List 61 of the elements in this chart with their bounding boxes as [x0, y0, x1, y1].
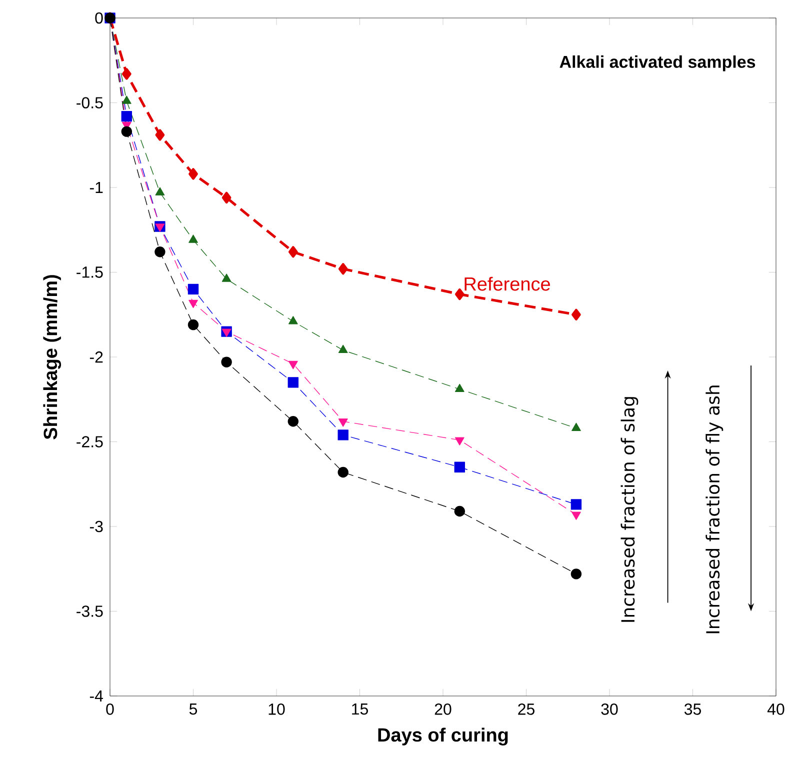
point [454, 384, 464, 392]
y-axis-title: Shrinkage (mm/m) [43, 275, 62, 440]
point [572, 512, 581, 520]
point [155, 224, 165, 232]
point [154, 246, 166, 258]
point [222, 192, 232, 204]
x-tick-label: 15 [352, 704, 368, 715]
annotation: Increased fraction of fly ash [706, 386, 724, 634]
point [155, 187, 165, 196]
point [570, 568, 582, 580]
point [121, 110, 132, 122]
point [454, 462, 465, 473]
point [188, 319, 199, 330]
y-tick-label: 0 [95, 12, 103, 24]
point [121, 126, 132, 137]
annotation: Increased fraction of slag [620, 397, 638, 622]
x-tick-label: 0 [106, 704, 114, 715]
point [454, 437, 464, 446]
x-tick-label: 10 [268, 704, 285, 715]
point [338, 344, 348, 354]
y-tick-label: -3.5 [76, 606, 103, 617]
point [338, 263, 348, 275]
point [155, 129, 165, 141]
x-tick-label: 40 [767, 704, 784, 715]
point [222, 274, 232, 282]
x-tick-label: 20 [434, 704, 452, 715]
y-tick-label: -4 [90, 690, 103, 702]
point [338, 430, 348, 440]
point [570, 499, 582, 510]
point [221, 356, 232, 368]
point [188, 168, 198, 180]
x-tick-label: 35 [684, 704, 701, 715]
point [188, 284, 199, 295]
y-tick-label: -0.5 [76, 97, 103, 108]
x-axis-title: Days of curing [378, 728, 508, 746]
series-label: Reference [464, 276, 550, 291]
point [122, 96, 132, 104]
point [572, 422, 581, 432]
y-tick-label: -1 [90, 182, 103, 193]
point [288, 360, 298, 370]
y-tick-label: -2.5 [76, 436, 103, 448]
point [288, 316, 298, 324]
y-tick-label: -2 [90, 351, 103, 363]
point [338, 466, 348, 478]
annotation: Alkali activated samples [560, 55, 756, 72]
point [188, 300, 198, 308]
x-tick-label: 25 [518, 704, 534, 715]
point [188, 234, 198, 243]
point [572, 308, 581, 320]
point [288, 377, 299, 388]
point [222, 328, 232, 337]
y-tick-label: -1.5 [76, 266, 103, 278]
point [454, 288, 464, 300]
x-tick-label: 5 [189, 704, 198, 715]
point [122, 68, 132, 80]
point [454, 506, 465, 517]
point [288, 246, 298, 258]
x-tick-label: 30 [601, 704, 618, 715]
y-tick-label: -3 [90, 520, 103, 532]
point [338, 418, 348, 427]
point [288, 416, 299, 427]
